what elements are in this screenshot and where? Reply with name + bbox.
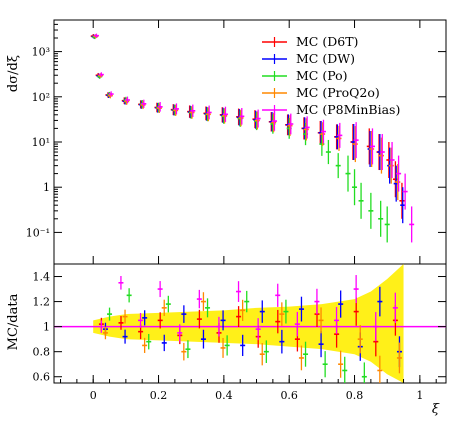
x-tick-label: 0.8	[346, 389, 364, 402]
data-uncertainty-band	[54, 264, 446, 383]
main-series-layer	[90, 33, 415, 243]
main-y-tick-label: 10³	[32, 46, 50, 59]
legend-entry: MC (D6T)	[262, 34, 358, 49]
x-axis-label: ξ	[432, 402, 440, 417]
legend-label: MC (P8MinBias)	[296, 102, 400, 117]
legend-label: MC (ProQ2o)	[296, 85, 380, 100]
ratio-y-tick-label: 1.2	[33, 296, 51, 309]
data-uncertainty-area	[93, 264, 404, 383]
main-y-axis: 10⁻¹ 1 10¹ 10² 10³	[26, 23, 446, 239]
ratio-y-axis-label: MC/data	[6, 293, 21, 350]
legend-label: MC (D6T)	[296, 34, 358, 49]
x-tick-label: 0.4	[215, 389, 233, 402]
ratio-series-4	[98, 275, 398, 342]
x-tick-label: 1	[416, 389, 423, 402]
legend-entry: MC (Po)	[262, 68, 348, 83]
legend-entry: MC (P8MinBias)	[262, 102, 400, 117]
main-series-4	[93, 33, 415, 243]
main-y-tick-label: 1	[43, 181, 50, 194]
main-y-tick-label: 10¹	[32, 136, 50, 149]
main-series-0	[90, 34, 405, 219]
main-y-tick-label: 10⁻¹	[26, 226, 50, 239]
main-y-tick-label: 10²	[32, 91, 50, 104]
legend: MC (D6T) MC (DW) MC (Po) MC (ProQ2o) MC (P8M…	[262, 34, 400, 117]
ratio-series-layer	[98, 275, 402, 383]
legend-entry: MC (DW)	[262, 51, 355, 66]
main-series-2	[92, 34, 390, 243]
legend-entry: MC (ProQ2o)	[262, 85, 380, 100]
legend-label: MC (DW)	[296, 51, 355, 66]
x-tick-label: 0.2	[150, 389, 168, 402]
x-axis: 0 0.2 0.4 0.6 0.8 1	[60, 20, 437, 402]
ratio-y-tick-label: 0.6	[33, 371, 51, 384]
x-tick-label: 0.6	[280, 389, 298, 402]
ratio-y-axis: 0.6 0.8 1 1.2 1.4	[33, 271, 446, 384]
ratio-plot-frame	[53, 263, 447, 384]
ratio-series-3	[102, 292, 402, 383]
ratio-series-2	[107, 288, 367, 383]
main-series-1	[91, 34, 406, 224]
ratio-y-tick-label: 1.4	[33, 271, 51, 284]
legend-label: MC (Po)	[296, 68, 348, 83]
x-tick-label: 0	[90, 389, 97, 402]
ratio-y-tick-label: 1	[43, 321, 50, 334]
ratio-panel: 0.6 0.8 1 1.2 1.4 0 0.2 0.4 0.6 0.8 1 MC/data ξ	[6, 20, 447, 417]
main-y-axis-label: dσ/dξ	[6, 55, 21, 92]
ratio-y-tick-label: 0.8	[33, 346, 51, 359]
